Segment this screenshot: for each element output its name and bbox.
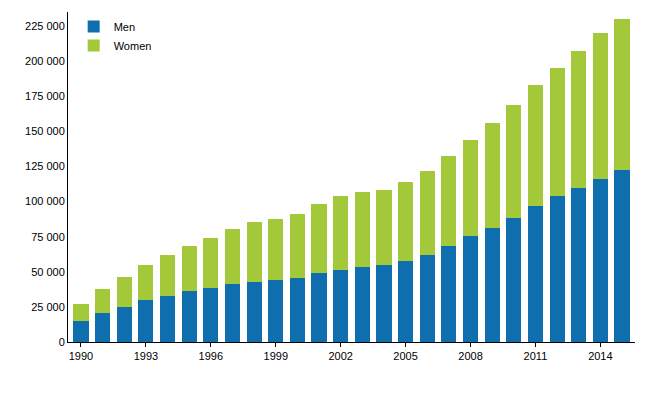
- svg-text:150 000: 150 000: [25, 125, 65, 137]
- svg-text:1993: 1993: [134, 350, 158, 362]
- svg-text:Women: Women: [114, 40, 152, 52]
- svg-text:100 000: 100 000: [25, 195, 65, 207]
- svg-text:225 000: 225 000: [25, 20, 65, 32]
- svg-text:75 000: 75 000: [31, 231, 65, 243]
- svg-text:1990: 1990: [69, 350, 93, 362]
- svg-text:2002: 2002: [328, 350, 352, 362]
- svg-text:0: 0: [59, 336, 65, 348]
- svg-text:1999: 1999: [264, 350, 288, 362]
- svg-text:50 000: 50 000: [31, 266, 65, 278]
- svg-text:25 000: 25 000: [31, 301, 65, 313]
- svg-text:2008: 2008: [458, 350, 482, 362]
- svg-text:175 000: 175 000: [25, 90, 65, 102]
- svg-text:1996: 1996: [199, 350, 223, 362]
- svg-text:200 000: 200 000: [25, 55, 65, 67]
- svg-text:125 000: 125 000: [25, 160, 65, 172]
- svg-text:2005: 2005: [393, 350, 417, 362]
- svg-text:2014: 2014: [588, 350, 612, 362]
- svg-text:Men: Men: [114, 21, 135, 33]
- svg-text:2011: 2011: [524, 350, 548, 362]
